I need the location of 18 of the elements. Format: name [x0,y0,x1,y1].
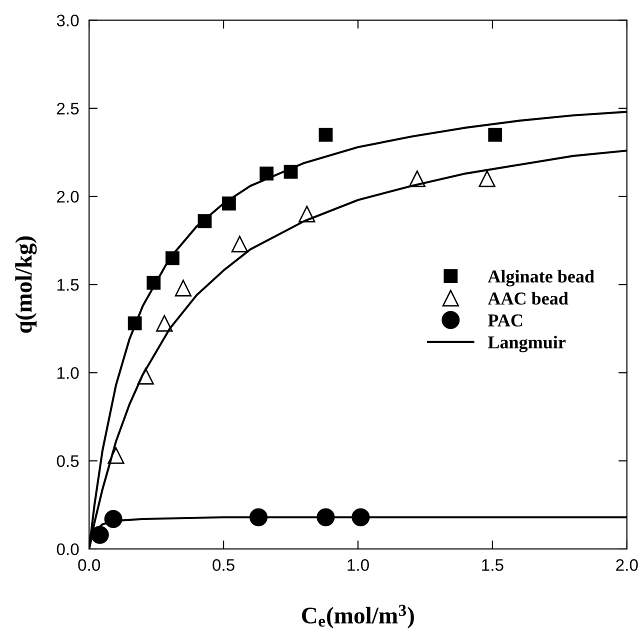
x-tick-label: 0.0 [78,559,100,571]
legend-label: AAC bead [488,292,568,305]
x-tick-label: 0.5 [212,559,234,571]
legend-label: PAC [488,314,522,327]
x-tick-label: 1.5 [482,559,504,571]
y-axis-title: q(mol/kg) [15,236,37,333]
y-tick-label: 0.0 [56,543,79,556]
y-tick-label: 0.5 [56,455,79,468]
y-tick-label: 2.5 [57,102,79,115]
y-tick-label: 1.5 [57,279,79,291]
x-tick-label: 1.0 [348,559,369,571]
legend-label: Langmuir [488,336,566,352]
legend-label: Alginate bead [488,270,594,286]
y-tick-label: 2.0 [57,190,79,203]
y-tick-label: 1.0 [57,367,79,379]
x-tick-label: 2.0 [616,559,638,571]
x-axis-title: C$_{e}$(mol/m$^{3}$) [302,604,414,628]
y-tick-label: 3.0 [56,14,79,26]
